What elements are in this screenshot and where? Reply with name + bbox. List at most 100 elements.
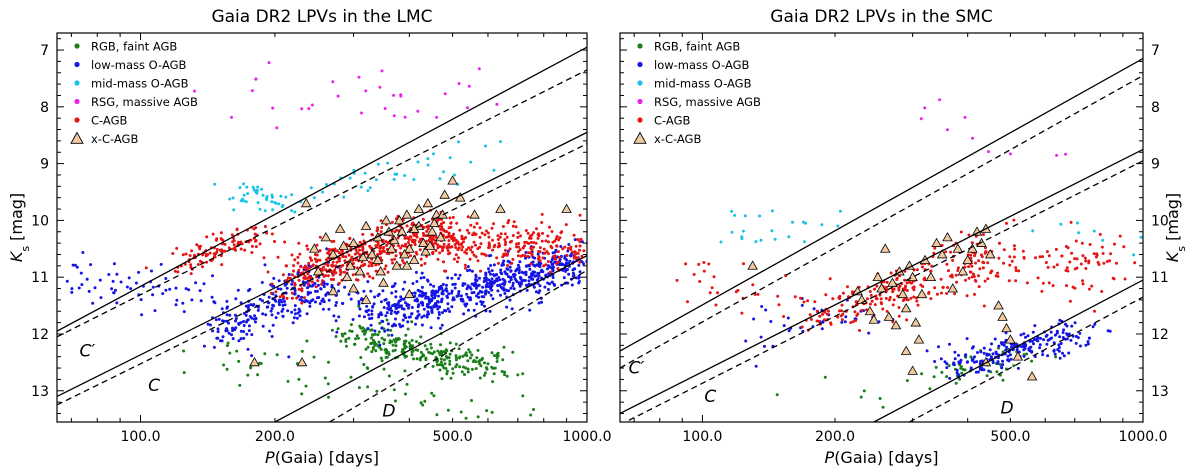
data-point — [504, 240, 508, 244]
data-point — [773, 237, 777, 241]
data-point — [413, 291, 417, 295]
data-point — [1055, 263, 1059, 267]
x-c-agb-marker — [334, 223, 346, 233]
data-point — [432, 284, 436, 288]
data-point — [415, 357, 419, 361]
data-point — [423, 399, 427, 403]
x-tick-label: 1000.0 — [1119, 429, 1168, 445]
data-point — [403, 174, 407, 177]
data-point — [337, 315, 341, 319]
x-tick-label: 1000.0 — [563, 429, 612, 445]
data-point — [376, 294, 380, 298]
y-axis-label-rest: [mag] — [1163, 193, 1182, 246]
data-point — [318, 235, 322, 239]
data-point — [1036, 276, 1040, 280]
data-point — [470, 282, 474, 286]
data-point — [1044, 334, 1048, 338]
data-point — [1084, 343, 1088, 347]
data-point — [391, 324, 395, 328]
data-point — [370, 316, 374, 320]
data-point — [405, 224, 409, 228]
x-c-agb-marker — [420, 246, 431, 256]
data-point — [284, 195, 288, 199]
data-point — [231, 240, 235, 244]
x-c-agb-marker — [1001, 322, 1012, 333]
data-point — [237, 359, 241, 363]
data-point — [472, 253, 476, 257]
data-point — [552, 265, 555, 269]
data-point — [228, 313, 232, 317]
data-point — [415, 280, 419, 283]
data-point — [380, 313, 384, 317]
data-point — [891, 320, 895, 324]
data-point — [331, 80, 335, 84]
data-point — [264, 313, 268, 317]
data-point — [1001, 350, 1005, 354]
data-point — [524, 283, 528, 287]
data-point — [541, 231, 544, 235]
data-point — [335, 301, 338, 304]
data-point — [505, 305, 509, 309]
data-point — [305, 244, 309, 248]
data-point — [271, 208, 275, 212]
data-point — [448, 341, 452, 345]
data-point — [467, 348, 471, 352]
data-point — [366, 367, 370, 370]
data-point — [525, 264, 528, 268]
data-point — [394, 307, 398, 310]
data-point — [516, 373, 520, 377]
data-point — [503, 248, 507, 252]
data-point — [719, 240, 723, 244]
data-point — [193, 253, 196, 257]
data-point — [457, 256, 460, 260]
data-point — [234, 297, 238, 301]
data-point — [1010, 345, 1013, 349]
data-point — [387, 333, 390, 337]
data-point — [416, 288, 420, 292]
data-point — [838, 294, 842, 298]
data-point — [511, 234, 515, 237]
data-point — [415, 235, 419, 239]
data-point — [325, 262, 329, 266]
data-point — [423, 344, 427, 348]
data-point — [1093, 322, 1097, 326]
x-c-agb-marker — [249, 356, 260, 367]
data-point — [450, 235, 454, 239]
x-c-agb-marker — [910, 317, 922, 327]
data-point — [335, 330, 339, 334]
data-point — [249, 238, 253, 242]
data-point — [404, 345, 408, 349]
data-point — [449, 221, 453, 225]
data-point — [1004, 331, 1008, 335]
data-point — [344, 340, 348, 343]
data-point — [231, 337, 235, 341]
data-point — [281, 303, 285, 307]
data-point — [1028, 346, 1032, 350]
data-point — [466, 106, 469, 110]
data-point — [225, 306, 229, 310]
data-point — [987, 150, 990, 154]
data-point — [520, 270, 524, 274]
data-point — [287, 273, 291, 276]
legend-label: low-mass O-AGB — [654, 58, 750, 72]
data-point — [492, 168, 496, 172]
data-point — [1007, 359, 1011, 363]
data-point — [923, 278, 927, 282]
data-point — [425, 239, 429, 243]
data-point — [517, 271, 521, 275]
data-point — [438, 351, 441, 355]
data-point — [221, 319, 224, 323]
data-point — [562, 276, 566, 280]
data-point — [1062, 354, 1066, 358]
data-point — [526, 231, 530, 235]
data-point — [440, 218, 443, 221]
data-point — [247, 324, 251, 328]
data-point — [327, 307, 331, 311]
x-c-agb-marker — [378, 277, 389, 287]
data-point — [329, 277, 333, 281]
data-point — [510, 261, 514, 265]
data-point — [287, 355, 291, 359]
data-point — [493, 366, 497, 370]
data-point — [390, 291, 394, 295]
data-point — [498, 283, 502, 287]
